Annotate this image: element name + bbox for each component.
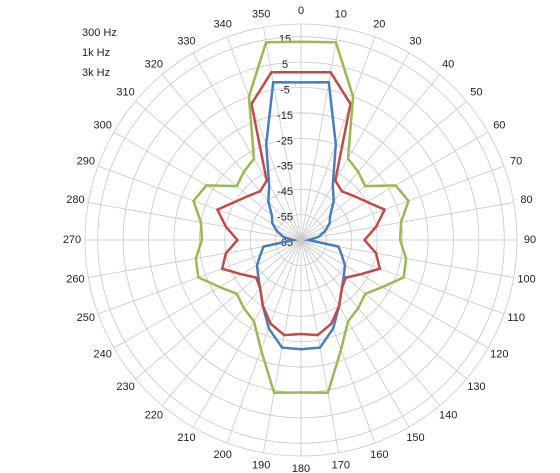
- angle-label: 300: [94, 119, 112, 131]
- spoke: [192, 52, 302, 241]
- radial-tick-label: -15: [277, 110, 293, 122]
- angle-label: 160: [370, 449, 388, 461]
- angle-label: 350: [252, 8, 270, 20]
- radial-tick-label: -5: [280, 84, 290, 96]
- angle-label: 50: [470, 87, 482, 99]
- angle-label: 210: [177, 432, 195, 444]
- series-line: [215, 71, 387, 337]
- angle-label: 200: [213, 449, 231, 461]
- angle-label: 60: [493, 119, 505, 131]
- spoke: [161, 239, 302, 406]
- series-line: [192, 40, 410, 394]
- spoke: [300, 239, 441, 406]
- angle-label: 270: [63, 234, 81, 246]
- spoke: [300, 165, 505, 241]
- spoke: [161, 74, 302, 241]
- radial-tick-label: 5: [282, 59, 288, 71]
- spoke: [113, 239, 302, 349]
- angle-label: 80: [520, 194, 532, 206]
- angle-label: 100: [517, 274, 535, 286]
- spoke: [88, 202, 302, 241]
- angle-label: 320: [145, 58, 163, 70]
- angle-label: 20: [373, 19, 385, 31]
- angle-label: 140: [439, 409, 457, 421]
- angle-label: 180: [292, 463, 310, 473]
- angle-label: 10: [335, 8, 347, 20]
- spoke: [226, 36, 302, 241]
- spoke: [192, 239, 302, 428]
- angle-label: 230: [116, 381, 134, 393]
- spoke: [300, 74, 441, 241]
- spoke: [300, 52, 410, 241]
- angle-label: 40: [442, 58, 454, 70]
- angle-label: 290: [77, 156, 95, 168]
- spoke: [226, 239, 302, 444]
- angle-label: 250: [77, 312, 95, 324]
- spoke: [300, 27, 339, 241]
- angle-label: 130: [467, 381, 485, 393]
- angle-label: 310: [116, 87, 134, 99]
- angle-label: 120: [490, 348, 508, 360]
- series-line: [255, 81, 347, 351]
- spoke: [300, 36, 376, 241]
- angle-label: 260: [66, 274, 84, 286]
- spoke: [97, 165, 302, 241]
- legend-label: 300 Hz: [82, 27, 117, 39]
- angle-label: 190: [252, 459, 270, 471]
- radial-tick-label: -35: [277, 161, 293, 173]
- spoke: [300, 100, 467, 241]
- angle-label: 280: [66, 194, 84, 206]
- angle-label: 150: [406, 432, 424, 444]
- angle-label: 340: [213, 19, 231, 31]
- spoke: [135, 100, 302, 241]
- angle-label: 330: [177, 36, 195, 48]
- angle-label: 30: [409, 36, 421, 48]
- angle-label: 110: [507, 312, 525, 324]
- spoke: [300, 239, 410, 428]
- radial-tick-label: -25: [277, 135, 293, 147]
- legend-label: 3k Hz: [82, 67, 110, 79]
- spoke: [300, 202, 514, 241]
- spoke: [135, 239, 302, 380]
- radial-tick-label: 15: [279, 34, 291, 46]
- angle-label: 0: [298, 5, 304, 17]
- spoke: [300, 239, 489, 349]
- spoke: [300, 239, 376, 444]
- spoke: [263, 27, 302, 241]
- spoke: [300, 239, 467, 380]
- angle-label: 240: [94, 348, 112, 360]
- angle-label: 170: [332, 459, 350, 471]
- radial-tick-label: -55: [277, 211, 293, 223]
- legend-label: 1k Hz: [82, 47, 110, 59]
- angle-label: 70: [510, 156, 522, 168]
- angle-label: 90: [524, 234, 536, 246]
- radial-tick-label: -45: [277, 186, 293, 198]
- angle-label: 220: [145, 409, 163, 421]
